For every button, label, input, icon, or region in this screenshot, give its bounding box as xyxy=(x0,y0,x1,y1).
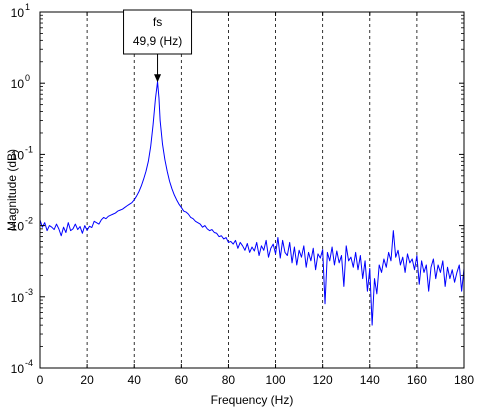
x-tick-label: 40 xyxy=(128,373,142,387)
annotation-label: fs xyxy=(153,15,162,29)
annotation-layer: fs 49,9 (Hz) xyxy=(123,9,193,83)
x-tick-label: 60 xyxy=(175,373,189,387)
spectrum-line xyxy=(39,81,465,326)
y-tick-exponent: 0 xyxy=(25,73,30,83)
x-tick-label: 140 xyxy=(360,373,380,387)
y-tick-exponent: -3 xyxy=(25,287,33,297)
tick-layer: 0 20 40 60 80 100 120 140 160 18010-410-310-210-1… xyxy=(11,2,475,387)
y-tick-label: 10 xyxy=(11,148,25,162)
y-tick-label: 10 xyxy=(11,220,25,234)
y-axis-label: Magnitude (dB) xyxy=(5,149,19,231)
y-tick-exponent: 1 xyxy=(25,2,30,12)
x-tick-label: 20 xyxy=(80,373,94,387)
x-axis-label: Frequency (Hz) xyxy=(211,393,294,407)
y-tick-exponent: -4 xyxy=(25,358,33,368)
annotation-value: 49,9 (Hz) xyxy=(133,34,182,48)
plot-frame xyxy=(39,11,465,369)
line-layer xyxy=(39,81,465,326)
y-tick-label: 10 xyxy=(11,362,25,376)
grid-layer xyxy=(86,12,418,368)
x-tick-label: 0 xyxy=(37,373,44,387)
y-tick-exponent: -1 xyxy=(25,144,33,154)
x-tick-label: 120 xyxy=(313,373,333,387)
y-tick-exponent: -2 xyxy=(25,216,33,226)
x-tick-label: 160 xyxy=(407,373,427,387)
y-tick-label: 10 xyxy=(11,6,25,20)
y-tick-label: 10 xyxy=(11,77,25,91)
annotation-arrow-head xyxy=(154,74,162,83)
x-tick-label: 80 xyxy=(222,373,236,387)
x-tick-label: 100 xyxy=(266,373,286,387)
y-tick-label: 10 xyxy=(11,291,25,305)
x-tick-label: 180 xyxy=(454,373,474,387)
